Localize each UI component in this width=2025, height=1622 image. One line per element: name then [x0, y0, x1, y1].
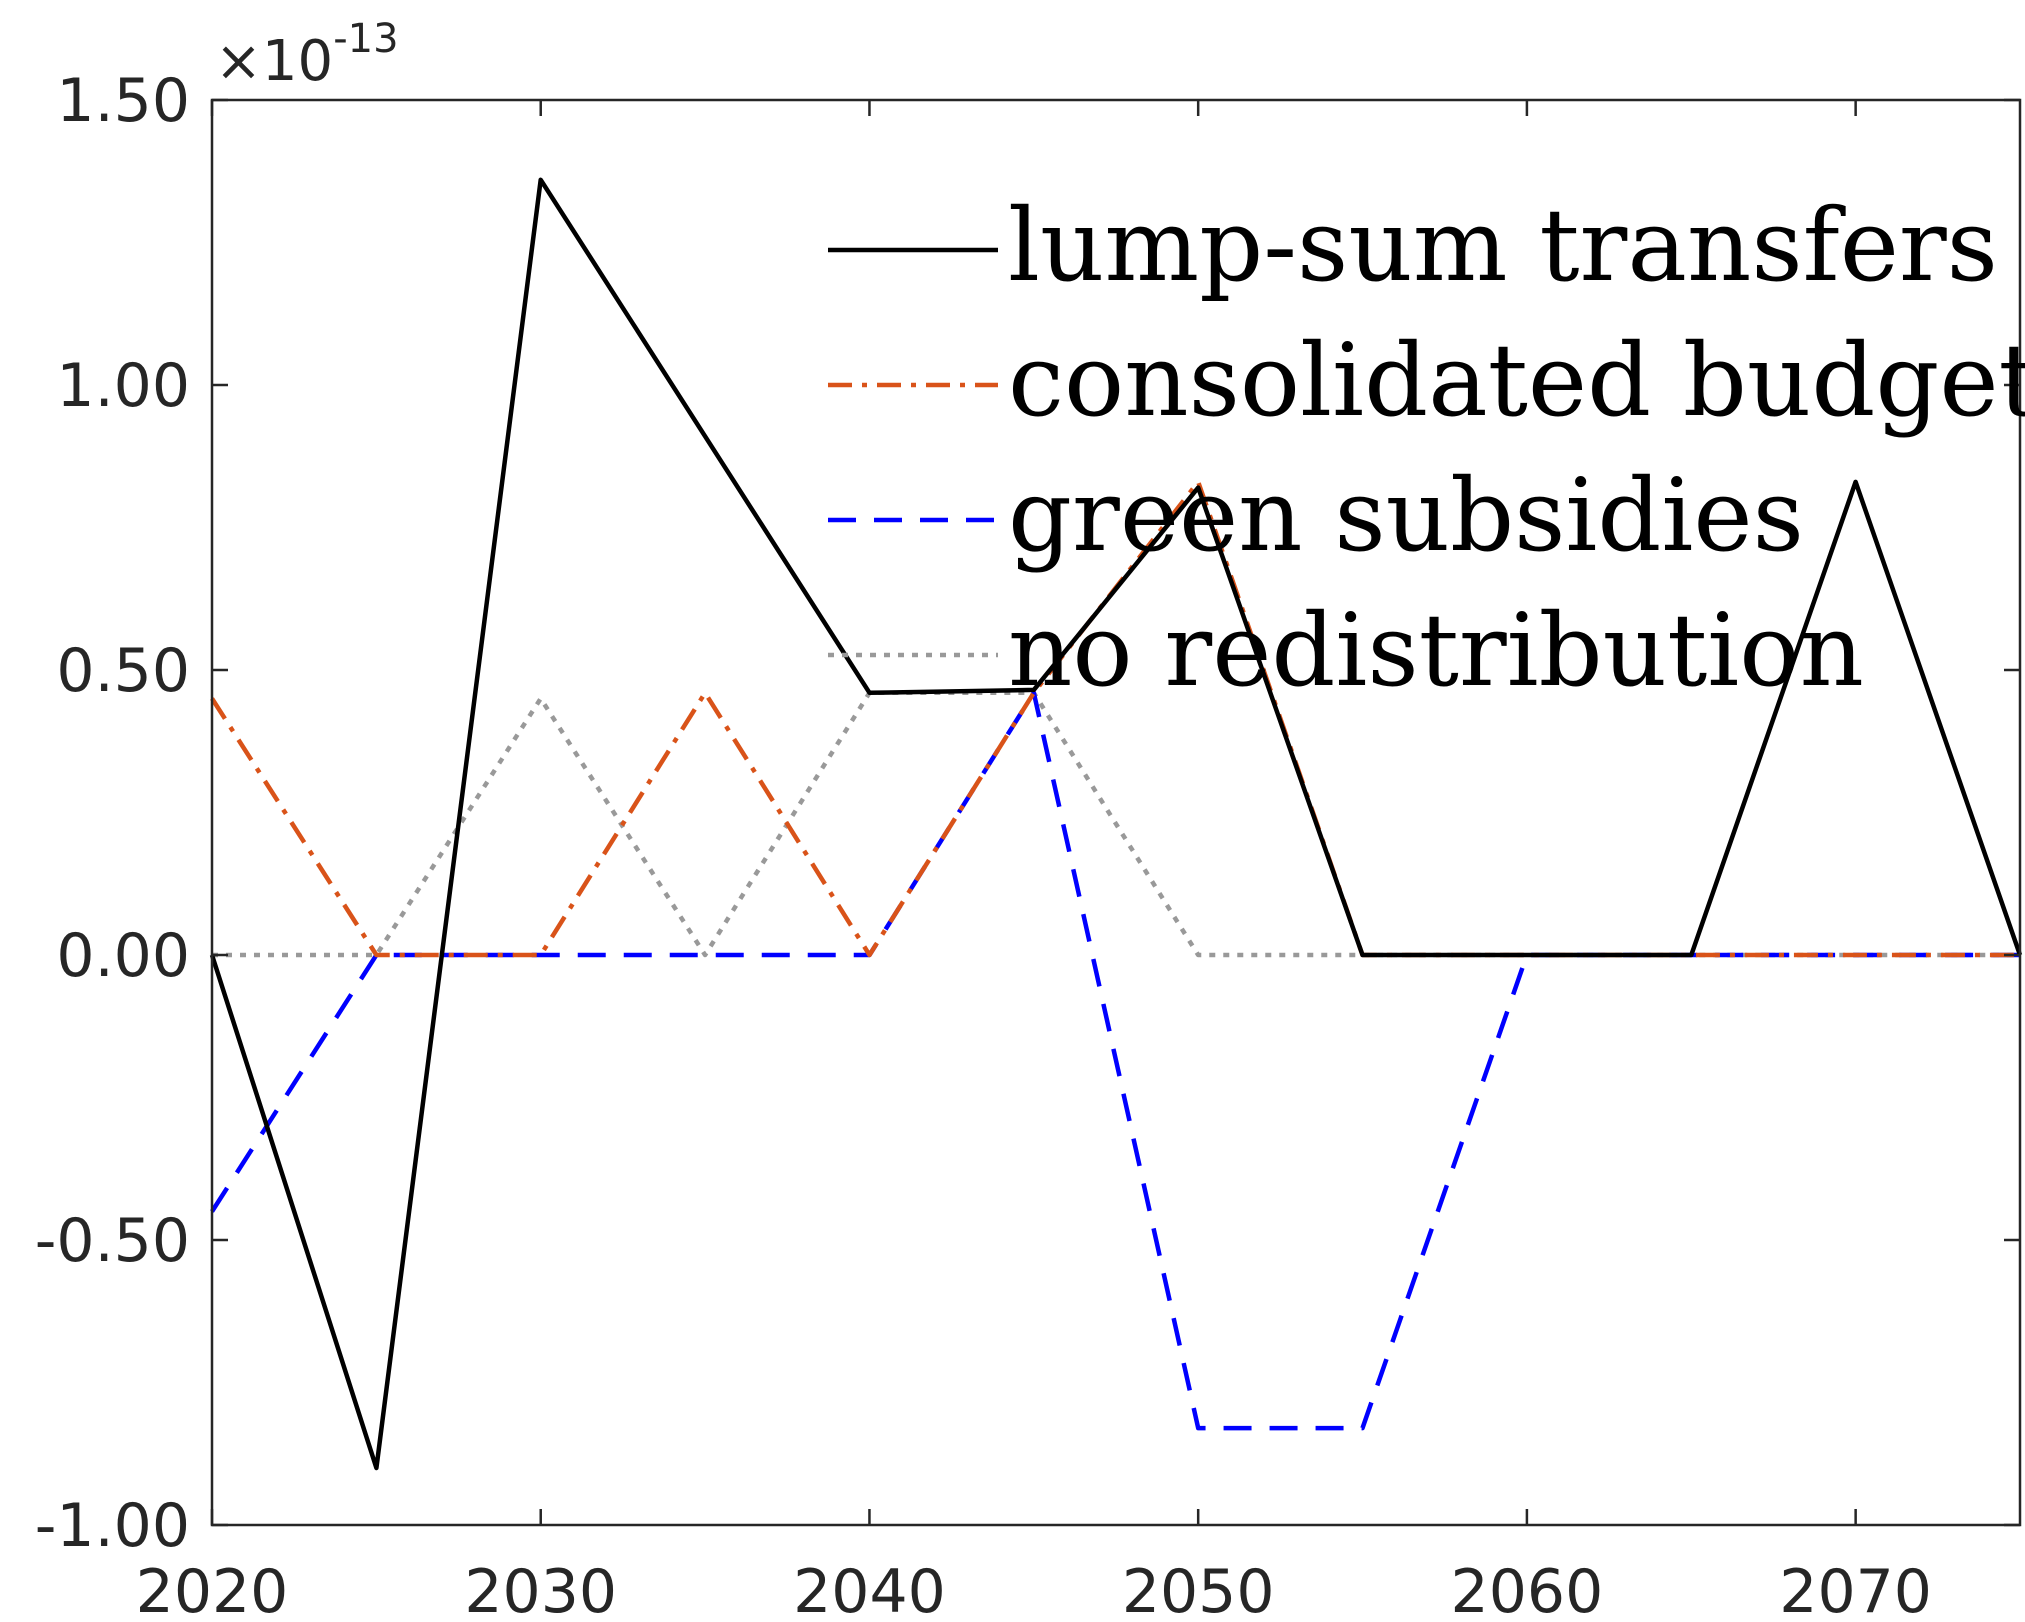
axes [210, 98, 2022, 1527]
y-tick-label: 1.50 [56, 66, 190, 136]
legend-label: lump-sum transfers [1008, 187, 1998, 304]
y-tick-label: -1.00 [35, 1491, 190, 1561]
series-layer [209, 177, 2023, 1471]
plot-area [212, 100, 2020, 1525]
legend-label: green subsidies [1008, 457, 1804, 574]
x-tick-label: 2030 [464, 1557, 617, 1622]
x-tick-label: 2020 [136, 1557, 289, 1622]
x-tick-label: 2060 [1451, 1557, 1604, 1622]
y-exponent-label: ×10-13 [215, 16, 399, 94]
plot-background [212, 100, 2020, 1525]
y-exponent-base: ×10 [215, 29, 333, 94]
y-tick-label: 0.50 [56, 636, 190, 706]
y-exponent-power: -13 [333, 16, 398, 62]
y-tick-label: 1.00 [56, 351, 190, 421]
x-tick-label: 2050 [1122, 1557, 1275, 1622]
legend-label: no redistribution [1008, 592, 1864, 709]
x-tick-label: 2070 [1779, 1557, 1932, 1622]
legend-label: consolidated budget [1008, 322, 2025, 439]
axes-box [210, 98, 2022, 1527]
series-line-lump-sum-transfers [209, 177, 2023, 1471]
legend: lump-sum transfers consolidated budget gre… [828, 187, 2025, 709]
y-tick-label: 0.00 [56, 921, 190, 991]
y-tick-labels: -1.00 -0.50 0.00 0.50 1.00 1.50 [35, 66, 190, 1561]
tick-marks [210, 98, 2020, 1527]
x-tick-labels: 2020 2030 2040 2050 2060 2070 [136, 1557, 1932, 1622]
y-tick-label: -0.50 [35, 1206, 190, 1276]
x-tick-label: 2040 [793, 1557, 946, 1622]
